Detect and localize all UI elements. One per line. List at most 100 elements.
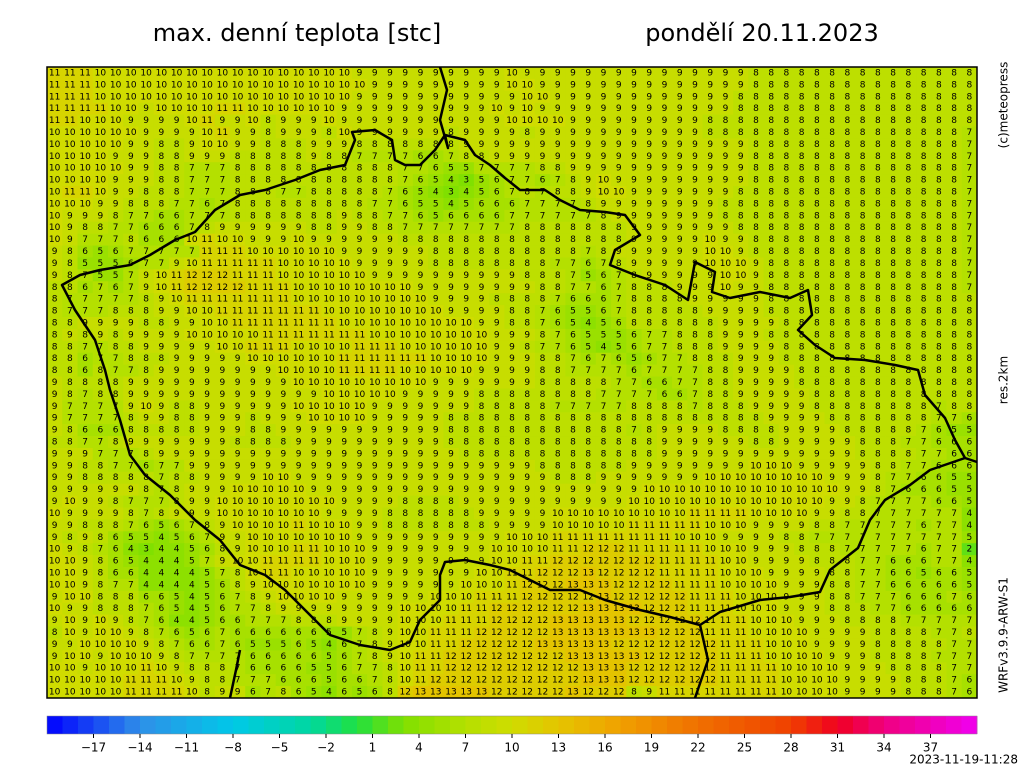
cell-value: 7 [616,271,622,281]
grid-cell [870,67,887,80]
cell-value: 11 [79,104,90,114]
cell-value: 8 [723,366,729,376]
cell-value: 11 [308,330,319,340]
cell-value: 9 [97,318,103,328]
grid-cell [961,78,978,92]
cell-value: 10 [201,104,213,114]
cell-value: 7 [357,152,363,162]
cell-value: 10 [339,92,351,102]
cell-value: 8 [906,116,912,126]
cell-value: 9 [494,283,500,293]
cell-value: 9 [372,235,378,245]
cell-value: 8 [768,128,774,138]
cell-value: 9 [235,533,241,543]
cell-value: 8 [906,449,912,459]
cell-value: 9 [204,473,210,483]
cell-value: 9 [82,485,88,495]
cell-value: 8 [951,188,957,198]
cell-value: 9 [189,438,195,448]
cell-value: 10 [506,80,518,90]
cell-value: 9 [52,390,58,400]
cell-value: 8 [860,247,866,257]
grid-cell [138,90,155,104]
cell-value: 7 [189,188,195,198]
grid-cell [321,114,338,128]
cell-value: 8 [829,402,835,412]
cell-value: 10 [323,68,335,78]
cell-value: 8 [845,164,851,174]
cell-value: 7 [662,330,668,340]
grid-cell [565,67,582,80]
grid-cell [428,78,444,92]
cell-value: 8 [433,497,439,507]
cell-value: 8 [677,342,683,352]
cell-value: 8 [890,140,896,150]
cell-value: 8 [890,188,896,198]
cell-value: 9 [418,545,424,555]
cell-value: 7 [189,247,195,257]
cell-value: 7 [189,199,195,209]
cell-value: 9 [433,390,439,400]
cell-value: 8 [692,330,698,340]
cell-value: 9 [341,438,347,448]
cell-value: 9 [326,140,332,150]
cell-value: 7 [82,438,88,448]
cell-value: 7 [158,473,164,483]
cell-value: 8 [265,426,271,436]
cell-value: 11 [628,521,639,531]
cell-value: 9 [585,164,591,174]
cell-value: 9 [311,449,317,459]
cell-value: 10 [506,116,518,126]
cell-value: 10 [765,509,777,519]
cell-value: 9 [250,461,256,471]
cell-value: 8 [936,283,942,293]
cell-value: 8 [829,199,835,209]
cell-value: 8 [814,545,820,555]
cell-value: 9 [341,104,347,114]
cell-value: 9 [646,259,652,269]
cell-value: 6 [967,414,973,424]
cell-value: 8 [585,449,591,459]
cell-value: 8 [128,473,134,483]
cell-value: 9 [311,461,317,471]
cell-value: 8 [875,461,881,471]
cell-value: 8 [814,188,820,198]
cell-value: 9 [494,92,500,102]
grid-cell [321,90,338,104]
cell-value: 8 [799,354,805,364]
cell-value: 8 [723,402,729,412]
cell-value: 9 [768,366,774,376]
cell-value: 8 [585,461,591,471]
cell-value: 11 [628,545,639,555]
cell-value: 8 [448,259,454,269]
cell-value: 5 [967,473,973,483]
cell-value: 9 [387,485,393,495]
cell-value: 8 [860,318,866,328]
cell-value: 11 [186,295,197,305]
cell-value: 9 [341,140,347,150]
cell-value: 7 [174,199,180,209]
cell-value: 9 [738,449,744,459]
cell-value: 10 [247,330,259,340]
cell-value: 11 [674,521,685,531]
cell-value: 7 [570,259,576,269]
cell-value: 9 [448,116,454,126]
cell-value: 9 [479,473,485,483]
cell-value: 9 [616,164,622,174]
grid-cell [763,67,780,80]
cell-value: 7 [906,461,912,471]
cell-value: 8 [265,176,271,186]
cell-value: 10 [293,533,305,543]
cell-value: 8 [906,140,912,150]
cell-value: 5 [174,533,180,543]
cell-value: 8 [936,378,942,388]
cell-value: 8 [646,318,652,328]
cell-value: 10 [781,485,793,495]
cell-value: 9 [616,80,622,90]
cell-value: 10 [400,378,412,388]
cell-value: 8 [799,545,805,555]
cell-value: 11 [232,295,243,305]
cell-value: 8 [738,402,744,412]
cell-value: 11 [369,354,380,364]
cell-value: 12 [598,545,609,555]
